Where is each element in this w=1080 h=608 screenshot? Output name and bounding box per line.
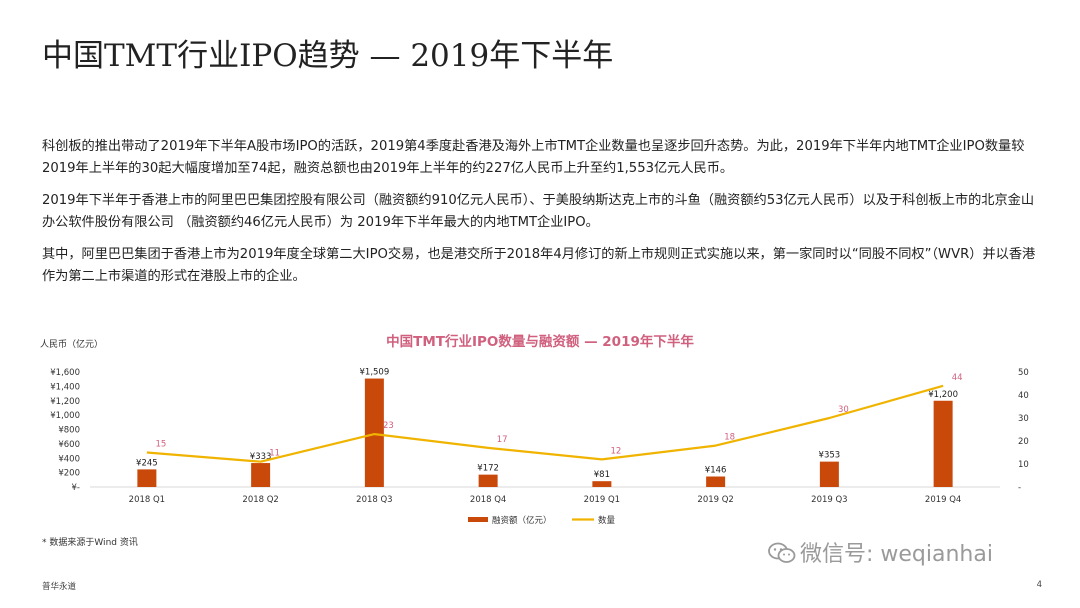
line-value-label: 11 <box>269 449 280 459</box>
y-tick-label: ¥400 <box>58 454 80 464</box>
y2-tick-label: - <box>1018 483 1021 493</box>
page-title: 中国TMT行业IPO趋势 — 2019年下半年 <box>42 38 614 74</box>
y2-tick-label: 20 <box>1018 437 1029 447</box>
y-tick-label: ¥1,600 <box>50 368 80 378</box>
legend-bar-label: 融资额（亿元） <box>492 515 552 526</box>
bar-value-label: ¥1,509 <box>360 368 390 378</box>
x-tick-label: 2019 Q1 <box>584 495 620 505</box>
paragraph-3: 其中，阿里巴巴集团于香港上市为2019年度全球第二大IPO交易，也是港交所于20… <box>42 247 1036 284</box>
bar-value-label: ¥353 <box>819 451 841 461</box>
y2-tick-label: 40 <box>1018 391 1029 401</box>
bar-value-label: ¥146 <box>705 466 727 476</box>
line-value-label: 30 <box>838 405 849 415</box>
bar <box>251 463 271 487</box>
legend-line-label: 数量 <box>598 515 616 526</box>
bar-value-label: ¥333 <box>250 452 272 462</box>
watermark-text: 微信号: weqianhai <box>800 542 993 567</box>
bar-value-label: ¥81 <box>594 470 610 480</box>
bar-value-label: ¥245 <box>136 458 158 468</box>
bar <box>137 469 157 487</box>
source-note: * 数据来源于Wind 资讯 <box>42 538 138 548</box>
watermark: 微信号: weqianhai <box>768 536 993 568</box>
bar <box>933 400 953 487</box>
line-value-label: 44 <box>952 373 963 383</box>
y-tick-label: ¥1,400 <box>50 382 80 392</box>
y-tick-label: ¥800 <box>58 426 80 436</box>
y2-tick-label: 50 <box>1018 368 1029 378</box>
ipo-chart: 中国TMT行业IPO数量与融资额 — 2019年下半年 人民币（亿元） ¥- ¥200… <box>40 333 1029 526</box>
line-value-label: 12 <box>610 446 621 456</box>
x-tick-label: 2019 Q2 <box>697 495 733 505</box>
x-tick-label: 2019 Q4 <box>925 495 961 505</box>
bar <box>592 481 612 487</box>
bar-value-label: ¥172 <box>477 464 499 474</box>
wechat-icon <box>768 542 796 563</box>
y-tick-label: ¥- <box>72 483 80 493</box>
paragraph-2: 2019年下半年于香港上市的阿里巴巴集团控股有限公司（融资额约910亿元人民币）… <box>42 193 1035 230</box>
line-value-label: 23 <box>383 421 394 431</box>
legend-bar-swatch <box>468 517 488 522</box>
y2-tick-label: 10 <box>1018 460 1029 470</box>
line-value-label: 15 <box>155 440 166 450</box>
footer-company: 普华永道 <box>42 582 77 592</box>
y-axis-label: 人民币（亿元） <box>40 338 103 350</box>
y2-tick-label: 30 <box>1018 414 1029 424</box>
bar <box>706 476 726 487</box>
bar <box>478 474 498 487</box>
x-tick-label: 2018 Q2 <box>242 495 278 505</box>
page-number: 4 <box>1036 580 1042 590</box>
x-tick-label: 2019 Q3 <box>811 495 847 505</box>
line-value-label: 18 <box>724 433 735 443</box>
y-tick-label: ¥1,000 <box>50 411 80 421</box>
paragraph-1: 科创板的推出带动了2019年下半年A股市场IPO的活跃，2019第4季度赴香港及… <box>42 139 1025 176</box>
y-tick-label: ¥600 <box>58 440 80 450</box>
x-tick-label: 2018 Q4 <box>470 495 506 505</box>
chart-title: 中国TMT行业IPO数量与融资额 — 2019年下半年 <box>386 333 694 350</box>
y-tick-label: ¥200 <box>58 469 80 479</box>
y-tick-label: ¥1,200 <box>50 397 80 407</box>
bar-value-label: ¥1,200 <box>928 390 958 400</box>
x-tick-label: 2018 Q1 <box>129 495 165 505</box>
bar <box>819 461 839 487</box>
count-line <box>146 384 944 463</box>
x-tick-label: 2018 Q3 <box>356 495 392 505</box>
line-value-label: 17 <box>497 435 508 445</box>
bar <box>364 378 384 487</box>
